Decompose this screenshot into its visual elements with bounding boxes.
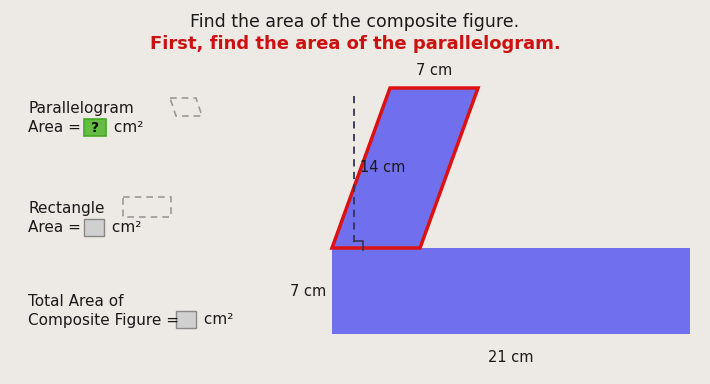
- Bar: [332, 248, 690, 334]
- Text: Parallelogram: Parallelogram: [28, 101, 133, 116]
- Text: cm²: cm²: [107, 220, 141, 235]
- Text: Rectangle: Rectangle: [28, 200, 104, 215]
- Text: Find the area of the composite figure.: Find the area of the composite figure.: [190, 13, 520, 31]
- Text: First, find the area of the parallelogram.: First, find the area of the parallelogra…: [150, 35, 560, 53]
- Text: Composite Figure =: Composite Figure =: [28, 313, 184, 328]
- Text: 7 cm: 7 cm: [290, 283, 326, 298]
- Text: 14 cm: 14 cm: [360, 161, 405, 175]
- Text: Total Area of: Total Area of: [28, 295, 124, 310]
- Bar: [84, 219, 104, 236]
- Text: Area =: Area =: [28, 121, 86, 136]
- Bar: [123, 197, 171, 217]
- Text: Area =: Area =: [28, 220, 86, 235]
- Bar: [176, 311, 196, 328]
- Bar: [84, 119, 106, 136]
- Text: 7 cm: 7 cm: [416, 63, 452, 78]
- Polygon shape: [332, 88, 478, 248]
- Text: ?: ?: [91, 121, 99, 135]
- Text: cm²: cm²: [109, 121, 143, 136]
- Text: cm²: cm²: [199, 313, 234, 328]
- Text: 21 cm: 21 cm: [488, 350, 534, 365]
